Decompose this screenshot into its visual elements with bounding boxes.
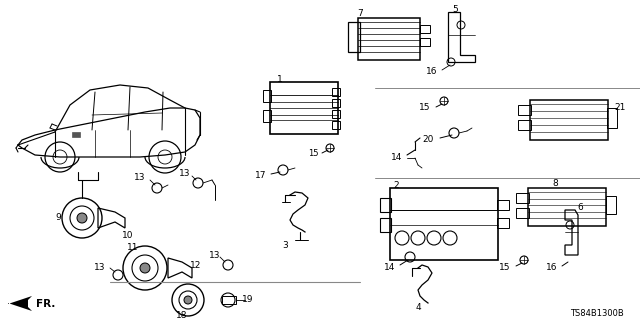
Text: 13: 13 (94, 263, 106, 273)
Bar (497, 200, 509, 210)
Bar (516, 208, 529, 218)
Bar (332, 88, 340, 96)
Bar (497, 218, 509, 228)
Text: 3: 3 (282, 241, 288, 250)
Text: 20: 20 (422, 135, 434, 145)
Text: 2: 2 (393, 180, 399, 189)
Bar (263, 110, 271, 122)
Bar (530, 100, 608, 140)
Text: 16: 16 (426, 68, 438, 76)
Bar (222, 296, 236, 304)
Bar (332, 121, 340, 129)
Text: 10: 10 (122, 230, 134, 239)
Text: 13: 13 (179, 170, 191, 179)
Bar (380, 218, 391, 232)
Text: 13: 13 (134, 173, 146, 182)
Text: 6: 6 (577, 203, 583, 212)
Text: 19: 19 (243, 295, 253, 305)
Text: 15: 15 (308, 149, 318, 158)
Text: 1: 1 (277, 75, 283, 84)
Text: 15: 15 (499, 263, 511, 273)
Polygon shape (8, 296, 32, 311)
Bar (606, 196, 616, 214)
Bar (528, 188, 606, 226)
Text: 16: 16 (547, 263, 557, 273)
Bar (263, 90, 271, 102)
Bar (270, 82, 338, 134)
Circle shape (140, 263, 150, 273)
Text: 18: 18 (176, 310, 188, 319)
Bar (420, 25, 430, 33)
Text: 14: 14 (391, 154, 403, 163)
Bar (332, 99, 340, 107)
Bar (420, 38, 430, 46)
Circle shape (77, 213, 87, 223)
Text: 14: 14 (384, 263, 396, 273)
Bar (348, 22, 360, 52)
Bar (390, 188, 498, 260)
Text: 11: 11 (127, 244, 139, 252)
Text: 13: 13 (209, 251, 221, 260)
Text: FR.: FR. (36, 299, 56, 309)
Text: 8: 8 (552, 179, 558, 188)
Text: 12: 12 (190, 260, 202, 269)
Text: 7: 7 (357, 10, 363, 19)
Bar (72, 132, 80, 137)
Text: 17: 17 (255, 171, 267, 180)
Text: 9: 9 (55, 213, 61, 222)
Bar (518, 105, 531, 115)
Text: 4: 4 (415, 303, 421, 313)
Bar (380, 198, 391, 212)
Bar (518, 120, 531, 130)
Bar (516, 193, 529, 203)
Bar (607, 108, 617, 128)
Text: TS84B1300B: TS84B1300B (570, 309, 624, 318)
Bar (358, 18, 420, 60)
Text: 15: 15 (419, 103, 431, 113)
Text: 21: 21 (614, 103, 626, 113)
Bar (332, 110, 340, 118)
Circle shape (184, 296, 192, 304)
Text: 5: 5 (452, 4, 458, 13)
